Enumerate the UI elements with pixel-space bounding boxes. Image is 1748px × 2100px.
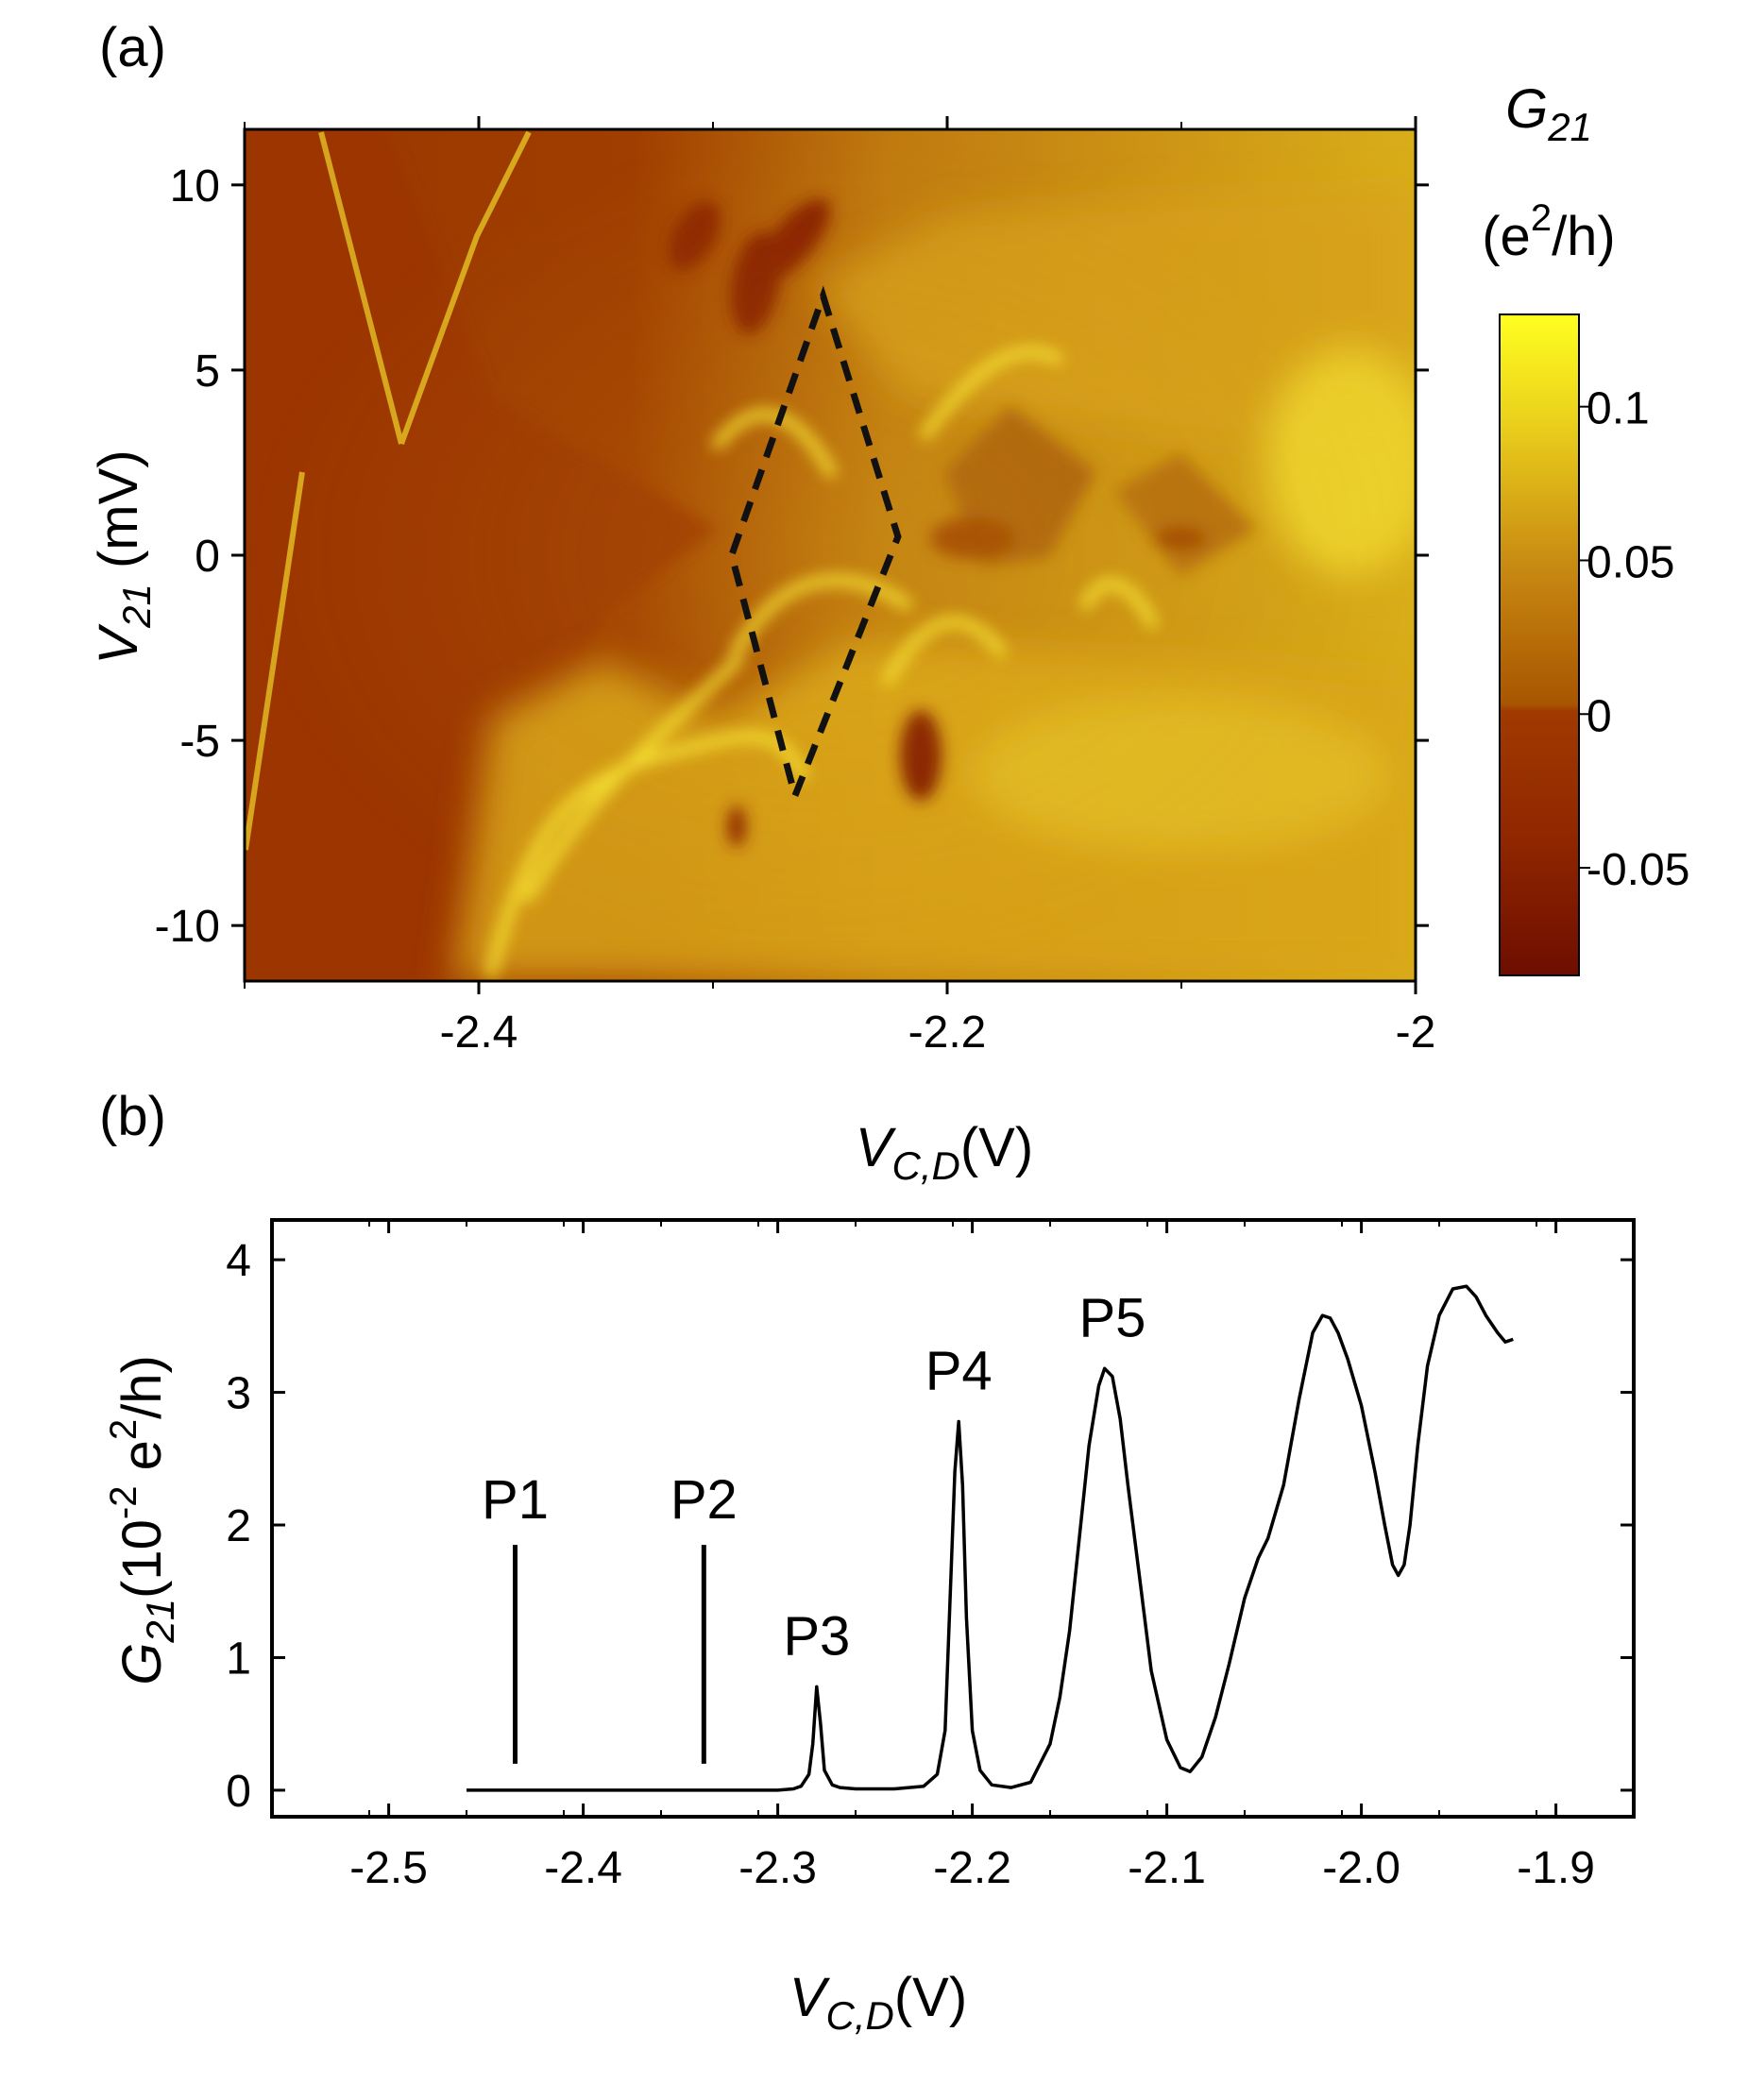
line-plot-x-axis-label: VC,D(V) (789, 1967, 967, 2038)
colorbar-unit: (e2/h) (1482, 197, 1616, 267)
line-plot-x-tick-label: -1.9 (1517, 1843, 1595, 1893)
heatmap-x-axis-label: VC,D(V) (856, 1117, 1033, 1188)
line-plot-x-tick-label: -2.2 (933, 1843, 1011, 1893)
line-plot-y-axis-label: G21(10-2 e2/h) (103, 1355, 182, 1685)
line-plot-y-tick-label: 2 (226, 1501, 251, 1551)
colorbar-tick-label: 0.1 (1587, 384, 1650, 434)
line-plot-y-tick-label: 3 (226, 1369, 251, 1419)
heatmap-x-tick-label: -2.4 (440, 1008, 518, 1058)
colorbar-title: G21 (1505, 78, 1592, 149)
peak-annotations: P1 P2 P3 P4 P5 (482, 1287, 1146, 1764)
line-plot-y-tick-label: 1 (226, 1634, 251, 1684)
heatmap-y-tick-label: -10 (155, 902, 220, 952)
peak-label-p1: P1 (482, 1469, 549, 1531)
colorbar-ticks: 0.1 0.05 0 -0.05 (1579, 384, 1689, 895)
conductance-heatmap (245, 129, 1416, 981)
conductance-curve (467, 1284, 1514, 1792)
peak-label-p5: P5 (1078, 1287, 1146, 1348)
heatmap-y-tick-label: 5 (195, 347, 220, 397)
line-plot-axes: -2.5 -2.4 -2.3 -2.2 -2.1 -2.0 -1.9 0 1 2 3 4 (226, 1220, 1635, 1893)
line-plot-x-tick-label: -2.4 (544, 1843, 622, 1893)
line-plot-y-tick-label: 0 (226, 1767, 251, 1817)
peak-label-p4: P4 (925, 1340, 993, 1401)
line-plot-y-tick-label: 4 (226, 1236, 251, 1286)
heatmap-y-tick-label: 10 (170, 161, 220, 212)
panel-a-label: (a) (99, 17, 166, 78)
line-plot-x-tick-label: -2.1 (1128, 1843, 1206, 1893)
heatmap-x-tick-label: -2 (1396, 1008, 1436, 1058)
peak-label-p3: P3 (783, 1605, 850, 1667)
heatmap-y-axis-label: V21 (mV) (88, 449, 159, 664)
line-plot-x-tick-label: -2.0 (1322, 1843, 1400, 1893)
panel-b-label: (b) (99, 1086, 166, 1147)
heatmap-y-tick-label: 0 (195, 532, 220, 582)
peak-label-p2: P2 (670, 1469, 738, 1531)
colorbar-tick-label: 0.05 (1587, 537, 1674, 587)
heatmap-axes: -2.4 -2.2 -2 10 5 0 -5 -10 (155, 116, 1436, 1058)
colorbar-tick-label: 0 (1587, 691, 1612, 741)
line-plot-x-tick-label: -2.3 (738, 1843, 817, 1893)
heatmap-y-tick-label: -5 (179, 717, 220, 767)
heatmap-x-tick-label: -2.2 (908, 1008, 987, 1058)
colorbar-tick-label: -0.05 (1587, 845, 1689, 895)
line-plot-x-tick-label: -2.5 (349, 1843, 428, 1893)
colorbar (1499, 313, 1580, 976)
